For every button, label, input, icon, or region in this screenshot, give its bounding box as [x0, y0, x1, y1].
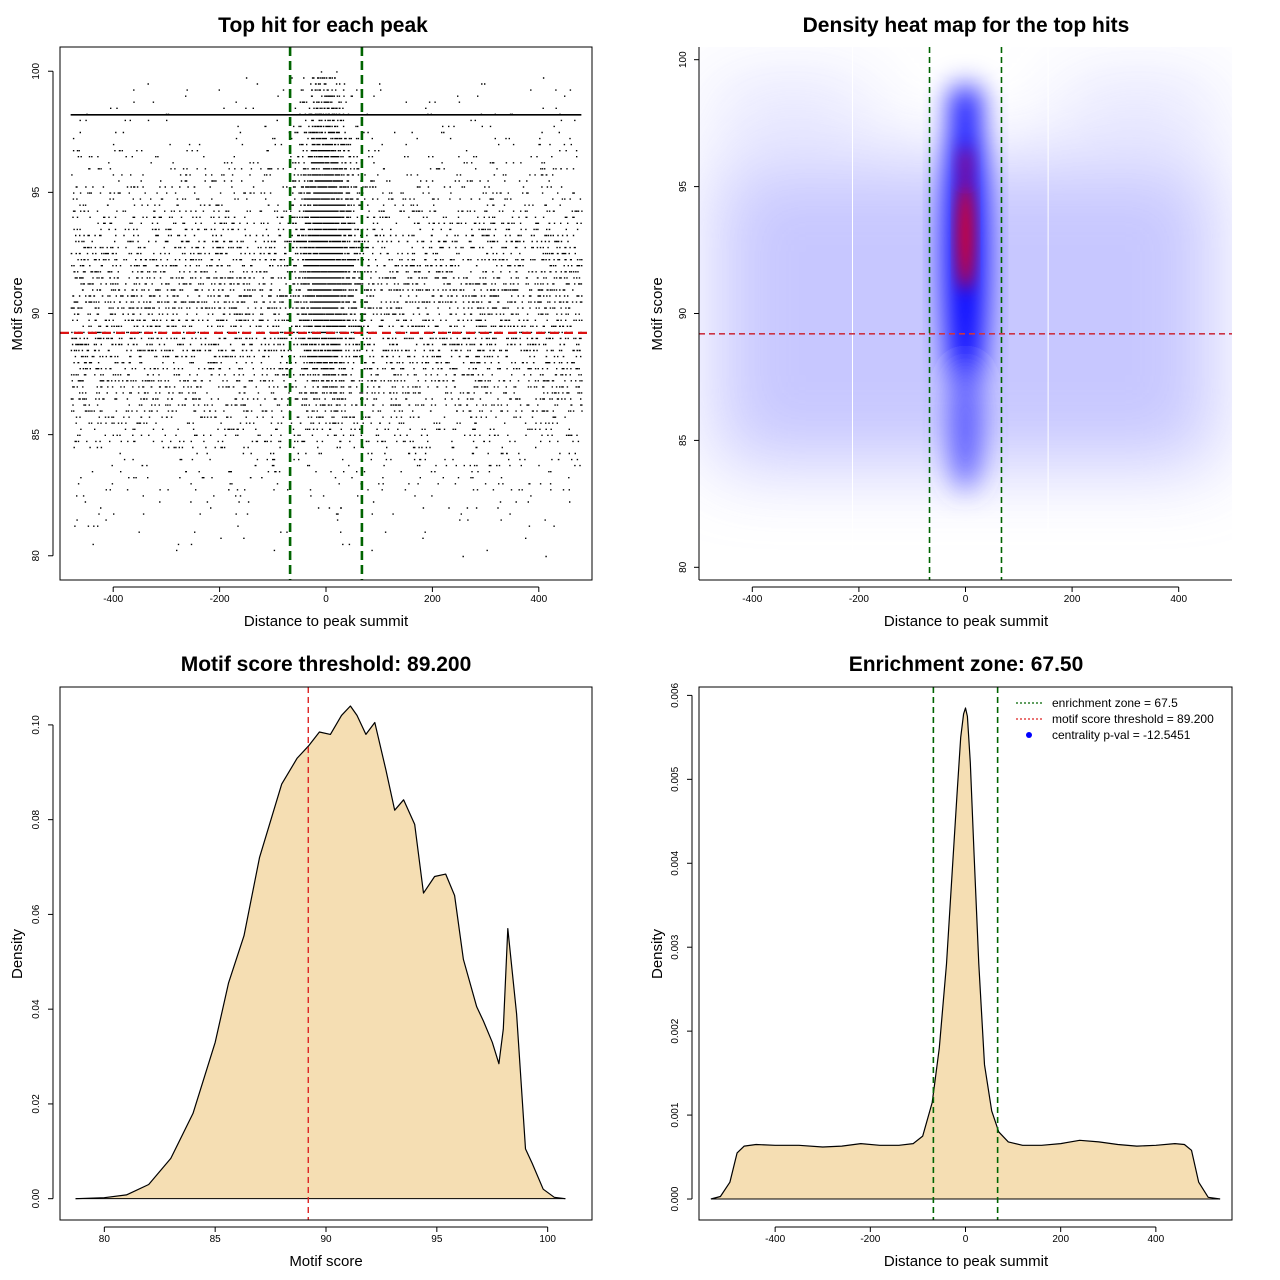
- scatter-y-tick-label: 80: [31, 550, 42, 562]
- legend-entry-label: centrality p-val = -12.5451: [1052, 728, 1191, 742]
- scatter-title: Top hit for each peak: [218, 14, 428, 37]
- score-density-y-tick-label: 0.04: [31, 999, 42, 1019]
- heatmap-core: [958, 145, 973, 291]
- score-density-plot: [75, 687, 566, 1220]
- scatter-x-tick-label: 0: [323, 594, 329, 605]
- heatmap-x-label: Distance to peak summit: [884, 613, 1049, 630]
- score-density-x-tick-label: 95: [431, 1234, 443, 1245]
- distance-density-x-axis: -400 -200 0 200 400: [765, 1226, 1165, 1245]
- distance-density-plot: [710, 687, 1221, 1220]
- scatter-x-tick-label: 400: [530, 594, 547, 605]
- heatmap-x-tick-label: 200: [1064, 594, 1081, 605]
- distance-density-x-tick-label: -400: [765, 1234, 785, 1245]
- heatmap-core-peak: [958, 178, 973, 291]
- heatmap-y-label: Motif score: [649, 277, 666, 350]
- score-density-y-label: Density: [9, 928, 26, 979]
- score-density-y-tick-label: 0.08: [31, 809, 42, 829]
- heatmap-density: [699, 47, 1232, 580]
- distance-density-panel: Enrichment zone: 67.50 -400 -200 0 200 400 0…: [649, 653, 1233, 1270]
- score-density-x-tick-label: 100: [539, 1234, 556, 1245]
- legend-point-marker: [1026, 732, 1032, 738]
- score-density-x-tick-label: 85: [210, 1234, 222, 1245]
- score-density-y-tick-label: 0.00: [31, 1189, 42, 1209]
- distance-density-title: Enrichment zone: 67.50: [849, 653, 1084, 676]
- score-density-x-label: Motif score: [289, 1253, 362, 1270]
- distance-density-y-tick-label: 0.005: [670, 766, 681, 791]
- score-density-x-tick-label: 90: [320, 1234, 332, 1245]
- heatmap-x-tick-label: 0: [963, 594, 969, 605]
- score-density-title: Motif score threshold: 89.200: [181, 653, 472, 676]
- distance-density-y-tick-label: 0.000: [670, 1186, 681, 1211]
- scatter-points: [70, 71, 583, 558]
- score-density-y-tick-label: 0.10: [31, 715, 42, 735]
- heatmap-panel: Density heat map for the top hits -400 -2…: [649, 14, 1232, 630]
- score-density-area: [75, 706, 566, 1199]
- score-density-y-tick-label: 0.02: [31, 1094, 42, 1114]
- score-density-y-axis: 0.00 0.02 0.04 0.06 0.08 0.10: [31, 715, 54, 1209]
- scatter-y-tick-label: 90: [31, 308, 42, 320]
- heatmap-reference-lines: [699, 47, 1232, 580]
- heatmap-title: Density heat map for the top hits: [803, 14, 1130, 37]
- scatter-y-tick-label: 100: [31, 62, 42, 79]
- heatmap-x-tick-label: -400: [742, 594, 762, 605]
- distance-density-y-label: Density: [649, 928, 666, 979]
- heatmap-column-top: [949, 85, 982, 126]
- heatmap-x-tick-label: -200: [849, 594, 869, 605]
- score-density-y-tick-label: 0.06: [31, 904, 42, 924]
- scatter-frame: [59, 46, 593, 581]
- heatmap-x-axis: -400 -200 0 200 400: [742, 586, 1187, 605]
- legend-entry-label: motif score threshold = 89.200: [1052, 712, 1214, 726]
- legend-entry-label: enrichment zone = 67.5: [1052, 696, 1178, 710]
- heatmap-y-axis: 80 85 90 95 100: [678, 51, 699, 573]
- score-density-panel: Motif score threshold: 89.200 80 85 90 95 10…: [9, 653, 593, 1270]
- scatter-x-label: Distance to peak summit: [244, 613, 409, 630]
- distance-density-y-tick-label: 0.003: [670, 934, 681, 959]
- scatter-point-cloud: [70, 71, 583, 558]
- distance-density-legend: enrichment zone = 67.5 motif score thresh…: [1016, 696, 1214, 742]
- scatter-y-tick-label: 85: [31, 429, 42, 441]
- heatmap-core-upper: [960, 145, 971, 187]
- distance-density-y-tick-label: 0.001: [670, 1102, 681, 1127]
- heatmap-y-tick-label: 100: [678, 51, 689, 68]
- distance-density-y-tick-label: 0.004: [670, 850, 681, 875]
- distance-density-y-axis: 0.000 0.001 0.002 0.003 0.004 0.005 0.006: [670, 682, 693, 1212]
- distance-density-y-tick-label: 0.002: [670, 1018, 681, 1043]
- heatmap-top-band-right: [1061, 95, 1217, 116]
- score-density-curve: [75, 705, 566, 1200]
- scatter-x-tick-label: 200: [424, 594, 441, 605]
- heatmap-y-tick-label: 80: [678, 561, 689, 573]
- scatter-x-tick-label: -400: [103, 594, 123, 605]
- scatter-panel: Top hit for each peak -400 -200 0 200 400 80…: [9, 14, 593, 630]
- heatmap-y-tick-label: 95: [678, 181, 689, 193]
- distance-density-curve: [710, 707, 1221, 1200]
- heatmap-top-band-left: [714, 95, 870, 116]
- scatter-reference-lines: [60, 47, 592, 580]
- scatter-y-tick-label: 95: [31, 186, 42, 198]
- score-density-frame: [59, 686, 593, 1221]
- heatmap-y-tick-label: 90: [678, 308, 689, 320]
- scatter-x-axis: -400 -200 0 200 400: [103, 586, 548, 605]
- score-density-x-axis: 80 85 90 95 100: [99, 1226, 556, 1245]
- distance-density-x-tick-label: 200: [1052, 1234, 1069, 1245]
- scatter-y-label: Motif score: [9, 277, 26, 350]
- distance-density-x-tick-label: 0: [963, 1234, 969, 1245]
- distance-density-x-tick-label: -200: [860, 1234, 880, 1245]
- distance-density-y-tick-label: 0.006: [670, 682, 681, 707]
- distance-density-x-label: Distance to peak summit: [884, 1253, 1049, 1270]
- distance-density-frame: [698, 686, 1233, 1221]
- scatter-x-tick-label: -200: [210, 594, 230, 605]
- score-density-x-tick-label: 80: [99, 1234, 111, 1245]
- heatmap-y-tick-label: 85: [678, 434, 689, 446]
- distance-density-area: [710, 708, 1221, 1200]
- distance-density-x-tick-label: 400: [1148, 1234, 1165, 1245]
- heatmap-x-tick-label: 400: [1170, 594, 1187, 605]
- scatter-y-axis: 80 85 90 95 100: [31, 62, 54, 562]
- heatmap-column-tail: [950, 364, 981, 492]
